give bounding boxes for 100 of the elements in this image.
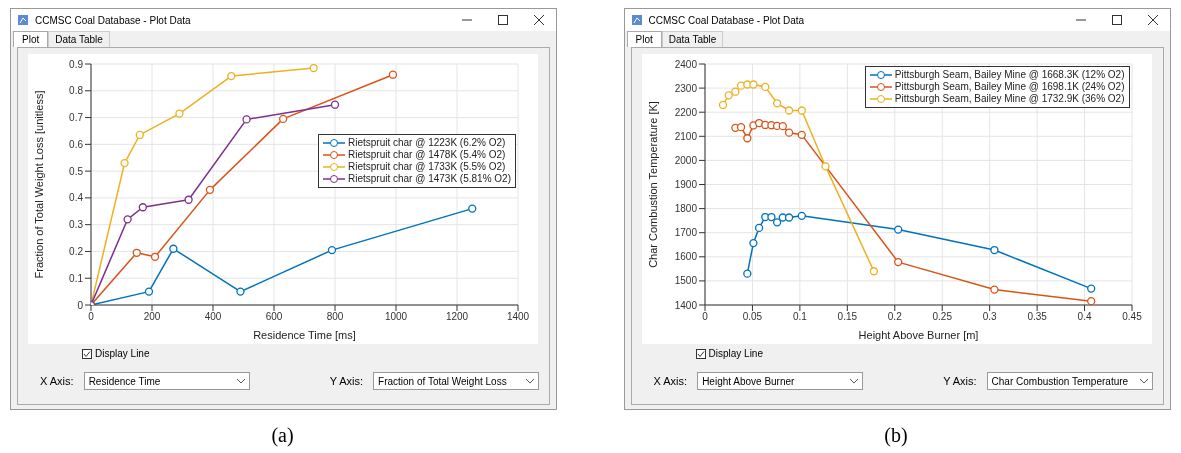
dropdown-field: Fraction of Total Weight Loss <box>373 372 540 390</box>
x-tick-label: 1200 <box>445 311 469 323</box>
y-tick-label: 2400 <box>674 58 697 70</box>
y-tick-label: 0 <box>77 299 84 311</box>
point <box>784 128 793 137</box>
point <box>784 106 793 115</box>
y-tick-label: 0.1 <box>69 272 84 284</box>
point <box>330 100 340 109</box>
point <box>748 238 758 248</box>
x-axis-title: Height Above Burner [m] <box>858 329 978 341</box>
point <box>778 122 787 131</box>
y-tick-label: 1500 <box>674 275 697 287</box>
x-tick-label: 600 <box>265 311 283 323</box>
point <box>736 81 745 90</box>
dropdown-field: Height Above Burner <box>697 372 864 390</box>
point <box>1086 296 1095 305</box>
x-tick-label: 800 <box>326 311 344 323</box>
point <box>742 269 751 278</box>
text: Display Line <box>708 348 763 359</box>
point <box>150 252 160 261</box>
y-tick-label: 2100 <box>674 130 697 142</box>
dropdown-field: Residence Time <box>83 372 250 390</box>
point <box>205 185 215 195</box>
x-axis-title: Residence Time [ms] <box>253 329 356 341</box>
text: Data Table <box>48 31 110 47</box>
y-axis-title: Char Combustion Temperature [K] <box>646 101 659 268</box>
y-tick-label: 0.2 <box>69 245 84 257</box>
text: (a) <box>270 424 295 447</box>
x-tick-label: 0.3 <box>982 311 997 323</box>
point <box>169 244 178 253</box>
y-tick-label: 0.7 <box>69 112 84 124</box>
point <box>388 70 398 79</box>
text: CCMSC Coal Database - Plot Data <box>35 14 192 26</box>
point <box>893 257 902 267</box>
y-tick-label: 2000 <box>674 154 697 166</box>
point <box>784 213 793 222</box>
y-tick-label: 2300 <box>674 82 697 94</box>
x-tick-label: 0.15 <box>837 311 857 323</box>
x-tick-label: 0.4 <box>1077 311 1092 323</box>
text: X Axis: <box>653 375 688 387</box>
y-tick-label: 1800 <box>674 203 697 215</box>
point <box>123 215 132 224</box>
point <box>797 106 806 115</box>
point <box>327 245 337 255</box>
text: CCMSC Coal Database - Plot Data <box>648 14 806 26</box>
point <box>132 248 141 257</box>
point <box>184 195 193 204</box>
point <box>175 109 184 118</box>
legend-label: Pittsburgh Seam, Bailey Mine @ 1668.3K (12% O2) <box>894 69 1125 81</box>
y-tick-label: 0.6 <box>69 138 84 150</box>
point <box>138 203 147 212</box>
x-tick-label: 0 <box>88 311 95 323</box>
point <box>468 204 477 213</box>
point <box>754 223 763 233</box>
x-tick-label: 0.05 <box>742 311 763 323</box>
x-tick-label: 400 <box>204 311 222 323</box>
point <box>718 100 727 110</box>
y-tick-label: 1900 <box>674 179 697 191</box>
point <box>309 64 318 73</box>
dropdown-field: Char Combustion Temperature <box>986 372 1153 390</box>
text: Data Table <box>661 31 724 47</box>
point <box>760 82 769 92</box>
text: X Axis: <box>40 375 74 387</box>
x-tick-label: 0.2 <box>887 311 902 323</box>
point <box>236 287 245 296</box>
point <box>748 80 758 89</box>
y-tick-label: 0.9 <box>69 58 84 70</box>
legend-label: Pittsburgh Seam, Bailey Mine @ 1732.9K (36% O2) <box>894 93 1125 105</box>
point <box>797 130 806 139</box>
legend-label: Pittsburgh Seam, Bailey Mine @ 1698.1K (24% O2) <box>894 81 1125 93</box>
point <box>989 245 999 255</box>
point <box>135 130 144 140</box>
x-tick-label: 0 <box>701 311 708 323</box>
point <box>797 211 806 220</box>
point <box>989 285 999 294</box>
point <box>242 115 251 124</box>
legend-label: Rietspruit char @ 1223K (6.2% O2) <box>347 137 506 149</box>
x-tick-label: 0.25 <box>931 311 952 323</box>
text: (b) <box>883 424 909 447</box>
point <box>279 114 288 124</box>
legend-label: Rietspruit char @ 1473K (5.81% O2) <box>347 173 511 185</box>
y-axis-title: Fraction of Total Weight Loss [unitless] <box>32 90 45 279</box>
x-tick-label: 0.35 <box>1026 311 1047 323</box>
y-tick-label: 1400 <box>674 299 697 311</box>
point <box>893 225 902 234</box>
legend-label: Rietspruit char @ 1733K (5.5% O2) <box>347 161 506 173</box>
point <box>736 122 745 132</box>
y-tick-label: 0.8 <box>69 85 84 97</box>
point <box>227 71 236 81</box>
y-tick-label: 0.3 <box>69 219 84 231</box>
point <box>772 218 781 227</box>
y-tick-label: 0.5 <box>69 165 84 177</box>
point <box>742 134 751 143</box>
y-tick-label: 2200 <box>674 106 697 118</box>
text: Y Axis: <box>329 375 364 387</box>
text: Plot <box>626 31 662 47</box>
y-tick-label: 0.4 <box>69 192 84 204</box>
text: Y Axis: <box>943 375 977 387</box>
x-tick-label: 0.45 <box>1121 311 1142 323</box>
point <box>820 162 830 171</box>
